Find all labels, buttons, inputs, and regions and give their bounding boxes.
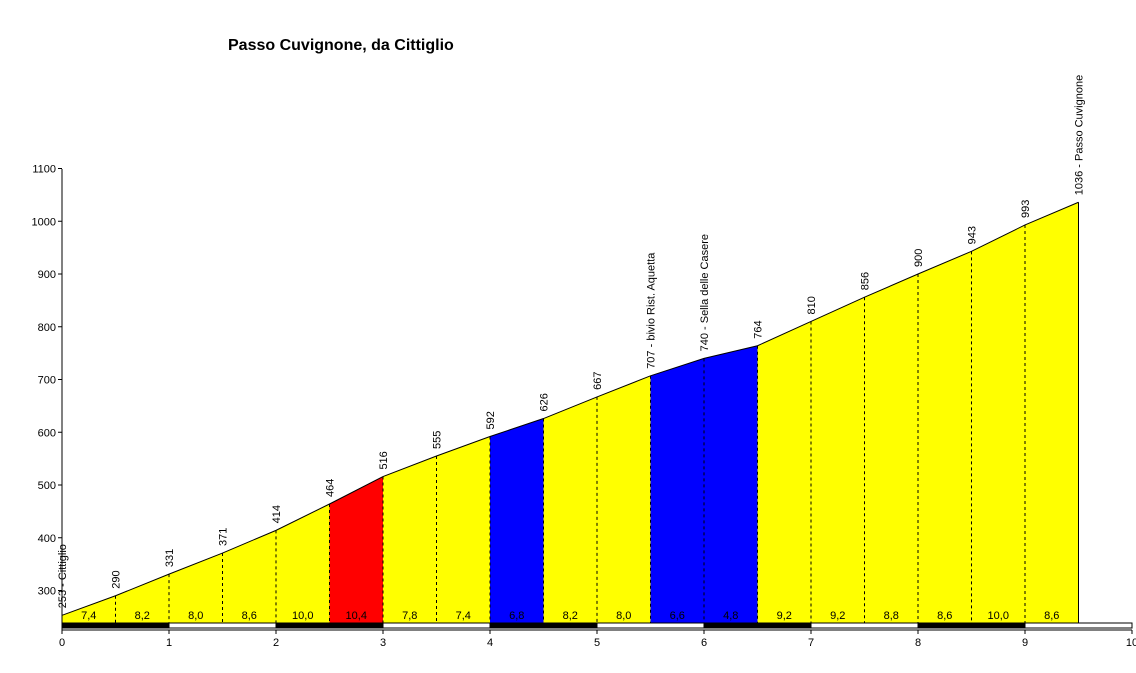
- km-bar-block: [382, 622, 491, 629]
- gradient-label: 6,8: [509, 610, 524, 622]
- x-tick-label: 7: [808, 637, 814, 649]
- segment-area: [436, 436, 490, 623]
- gradient-label: 8,2: [563, 610, 578, 622]
- x-tick-label: 5: [594, 637, 600, 649]
- gradient-label: 10,0: [292, 610, 313, 622]
- segment-area: [115, 574, 169, 623]
- gradient-label: 9,2: [830, 610, 845, 622]
- km-bar-block: [61, 622, 170, 629]
- elevation-label: 626: [539, 393, 551, 411]
- segment-area: [650, 358, 704, 623]
- segment-area: [971, 224, 1025, 623]
- segment-area: [383, 455, 437, 623]
- gradient-label: 6,6: [670, 610, 685, 622]
- segment-area: [276, 503, 330, 623]
- elevation-label: 516: [378, 451, 390, 469]
- x-tick-label: 3: [380, 637, 386, 649]
- segment-area: [864, 274, 918, 623]
- gradient-label: 8,0: [616, 610, 631, 622]
- km-bar-block: [596, 622, 705, 629]
- elevation-label: 993: [1020, 200, 1032, 218]
- segment-area: [704, 345, 758, 623]
- elevation-label: 764: [753, 320, 765, 338]
- y-tick-label: 1100: [32, 164, 56, 176]
- elevation-label: 856: [860, 272, 872, 290]
- y-tick-label: 600: [38, 427, 56, 439]
- elevation-line: [61, 201, 1079, 616]
- segment-area: [222, 530, 276, 623]
- chart-title: Passo Cuvignone, da Cittiglio: [228, 37, 454, 54]
- elevation-label: 414: [271, 505, 283, 523]
- y-tick-label: 1000: [32, 216, 56, 228]
- x-tick-label: 1: [166, 637, 172, 649]
- segment-area: [62, 595, 116, 623]
- x-tick-label: 9: [1022, 637, 1028, 649]
- y-tick-label: 800: [38, 322, 56, 334]
- segment-area: [811, 297, 865, 623]
- elevation-label: 943: [967, 226, 979, 244]
- segment-area: [329, 476, 383, 623]
- elevation-label: 371: [218, 528, 230, 546]
- elevation-label: 667: [592, 372, 604, 390]
- segment-area: [490, 418, 544, 623]
- x-tick-label: 8: [915, 637, 921, 649]
- segment-area: [918, 251, 972, 623]
- gradient-label: 8,8: [884, 610, 899, 622]
- km-bar-block: [1024, 622, 1133, 629]
- y-tick-label: 500: [38, 480, 56, 492]
- segment-area: [169, 553, 223, 623]
- km-scale-bar: [61, 622, 1133, 629]
- elevation-label: 707 - bivio Rist. Aquetta: [646, 252, 658, 369]
- elevation-label: 331: [164, 549, 176, 567]
- y-tick-label: 700: [38, 375, 56, 387]
- gradient-label: 8,6: [242, 610, 257, 622]
- km-bar-block: [917, 622, 1026, 629]
- x-tick-label: 2: [273, 637, 279, 649]
- gradient-label: 7,4: [81, 610, 96, 622]
- gradient-label: 10,0: [988, 610, 1009, 622]
- axes: 300 400 500 600 700 800 900 1000 1100 0 1 2 3 4 5 6 7 8 9 1…: [32, 164, 1136, 650]
- y-tick-label: 900: [38, 269, 56, 281]
- y-tick-label: 400: [38, 533, 56, 545]
- km-bar-block: [275, 622, 384, 629]
- elevation-label: 900: [913, 249, 925, 267]
- elevation-label: 810: [806, 296, 818, 314]
- elevation-label: 1036 - Passo Cuvignone: [1074, 75, 1086, 195]
- km-bar-block: [810, 622, 919, 629]
- gradient-label: 10,4: [346, 610, 367, 622]
- segment-area: [597, 375, 651, 623]
- elevation-label: 290: [111, 570, 123, 588]
- segment-area: [757, 321, 811, 623]
- km-bar-block: [489, 622, 598, 629]
- gradient-labels: 7,4 8,2 8,0 8,6 10,0 10,4 7,8 7,4 6,8 8,2 8,0 6,6 4,…: [81, 610, 1059, 622]
- elevation-label: 464: [325, 479, 337, 497]
- km-bar-block: [168, 622, 277, 629]
- segment-dividers: [115, 202, 1079, 623]
- km-bar-block: [703, 622, 812, 629]
- elevation-label: 592: [485, 411, 497, 429]
- gradient-label: 8,6: [1044, 610, 1059, 622]
- gradient-label: 8,6: [937, 610, 952, 622]
- segment-area: [543, 396, 597, 623]
- x-tick-label: 4: [487, 637, 493, 649]
- gradient-label: 9,2: [777, 610, 792, 622]
- gradient-label: 8,0: [188, 610, 203, 622]
- gradient-label: 7,8: [402, 610, 417, 622]
- segment-area: [1025, 202, 1079, 623]
- gradient-label: 7,4: [456, 610, 471, 622]
- x-tick-label: 0: [59, 637, 65, 649]
- segment-areas: [62, 202, 1079, 623]
- elevation-labels: 253 - Cittiglio 290 331 371 414 464 516 555 592 6…: [57, 75, 1086, 609]
- x-tick-label: 10: [1126, 637, 1136, 649]
- elevation-label: 740 - Sella delle Casere: [699, 234, 711, 351]
- x-tick-label: 6: [701, 637, 707, 649]
- elevation-label: 555: [432, 431, 444, 449]
- y-tick-label: 300: [38, 586, 56, 598]
- elevation-label: 253 - Cittiglio: [57, 544, 69, 608]
- gradient-label: 8,2: [135, 610, 150, 622]
- gradient-label: 4,8: [723, 610, 738, 622]
